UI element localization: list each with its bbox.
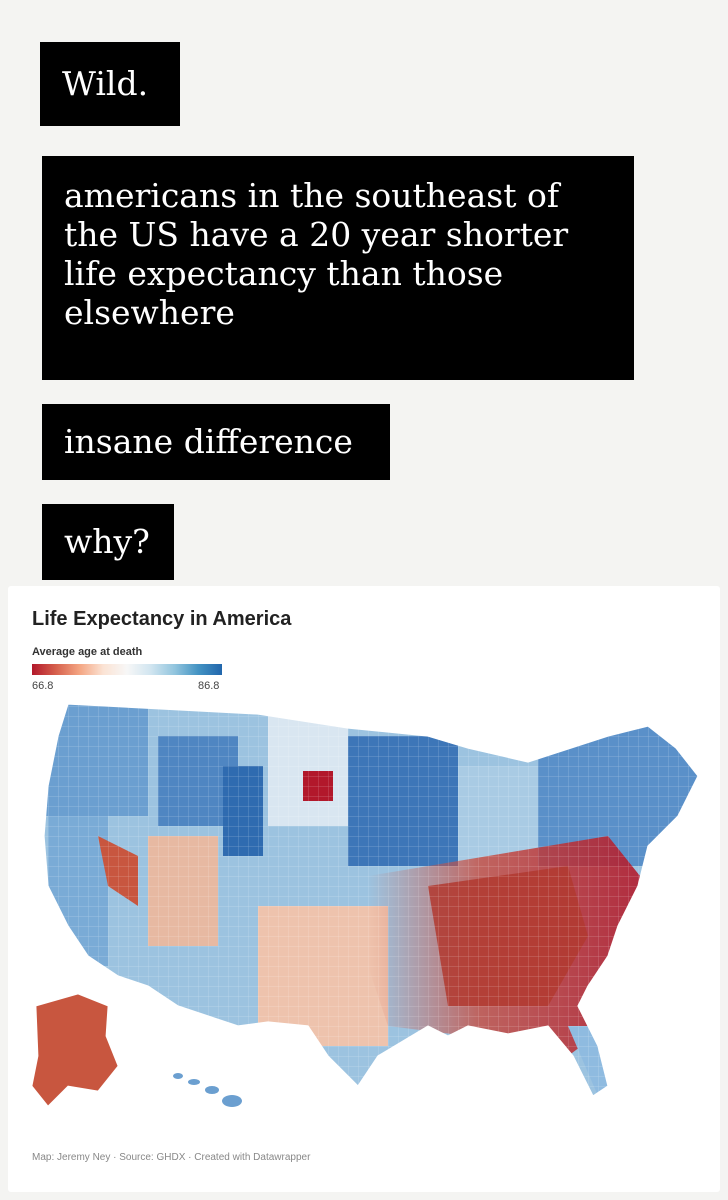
us-choropleth-map (31, 703, 699, 1107)
region-hawaii (173, 1073, 242, 1107)
legend-max-label: 86.8 (198, 680, 220, 692)
map-card: Life Expectancy in America Average age a… (8, 586, 720, 1192)
caption-insane-text: insane difference (64, 422, 353, 461)
caption-main-line: elsewhere (64, 293, 235, 332)
caption-main-line: the US have a 20 year shorter (64, 215, 569, 254)
us-outline (43, 703, 699, 1097)
legend-min-label: 66.8 (32, 680, 54, 692)
caption-main-line: life expectancy than those (64, 254, 504, 293)
map-subtitle: Average age at death (32, 646, 143, 658)
county-borders (44, 704, 698, 1096)
caption-why-text: why? (64, 522, 150, 561)
caption-main-line: americans in the southeast of (64, 176, 560, 215)
map-footer-credit: Map: Jeremy Ney · Source: GHDX · Created… (32, 1152, 311, 1163)
caption-wild-text: Wild. (62, 64, 149, 103)
map-title: Life Expectancy in America (32, 608, 292, 630)
legend-color-scale (32, 664, 222, 675)
caption-wild: Wild. (40, 42, 180, 126)
map-regions (44, 704, 698, 1096)
region-alaska (31, 993, 119, 1107)
caption-why: why? (42, 504, 174, 580)
caption-main: americans in the southeast of the US hav… (42, 156, 634, 380)
caption-insane: insane difference (42, 404, 390, 480)
